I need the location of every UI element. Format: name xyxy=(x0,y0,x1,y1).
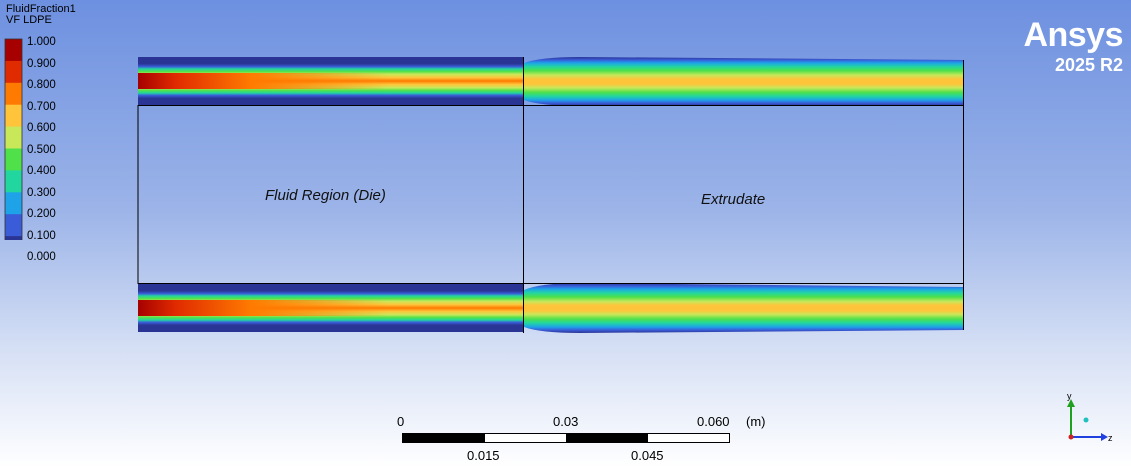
legend-label: 0.400 xyxy=(27,165,56,177)
legend-title: FluidFraction1 xyxy=(6,3,76,15)
legend-label: 0.200 xyxy=(27,208,56,220)
brand-logo: Ansys 2025 R2 xyxy=(1023,18,1123,76)
scale-label-top: 0.060 xyxy=(697,414,730,429)
scale-segment xyxy=(566,434,648,442)
legend-label: 0.800 xyxy=(27,79,56,91)
die-top-core xyxy=(138,73,388,89)
legend-label: 0.000 xyxy=(27,251,56,263)
legend-label: 0.100 xyxy=(27,229,56,242)
legend-label: 0.300 xyxy=(27,186,56,199)
legend-label: 0.500 xyxy=(27,143,56,156)
scale-segment xyxy=(647,434,729,442)
scale-label-bottom: 0.045 xyxy=(631,448,664,463)
axis-y-label: y xyxy=(1067,391,1072,401)
legend-label: 1.000 xyxy=(27,36,56,48)
legend-label: 0.700 xyxy=(27,100,56,113)
legend-swatch xyxy=(5,82,22,105)
legend-swatch xyxy=(5,126,22,149)
legend-swatch xyxy=(5,60,22,84)
scale-segment xyxy=(484,434,566,442)
extrudate-region-label: Extrudate xyxy=(701,191,766,208)
die-region-label: Fluid Region (Die) xyxy=(265,187,386,204)
legend-label: 0.600 xyxy=(27,122,56,134)
legend-variable: VF LDPE xyxy=(6,14,52,26)
scale-bar xyxy=(402,433,730,443)
legend-swatch xyxy=(5,192,22,215)
axis-triad[interactable]: y z xyxy=(1067,391,1113,443)
scale-label-top: 0 xyxy=(397,414,405,429)
brand-version: 2025 R2 xyxy=(1054,55,1123,75)
extrudate-top-layer xyxy=(524,57,963,106)
legend-swatch xyxy=(5,148,22,171)
extrudate-bottom-layer xyxy=(524,283,963,333)
legend-swatch xyxy=(5,170,22,193)
legend-color-bar xyxy=(4,38,23,240)
legend-swatch xyxy=(5,214,22,237)
legend-swatch xyxy=(5,236,22,240)
scale-label-top: 0.03 xyxy=(553,414,579,429)
scale-label-bottom: 0.015 xyxy=(467,448,500,463)
die-bottom-core xyxy=(138,300,388,316)
legend-label: 0.900 xyxy=(27,57,56,70)
axis-z-label: z xyxy=(1108,433,1113,443)
scale-unit: (m) xyxy=(746,414,766,429)
brand-name: Ansys xyxy=(1023,16,1123,54)
scale-segment xyxy=(403,434,485,442)
legend-swatch xyxy=(5,39,22,62)
legend-swatch xyxy=(5,104,22,127)
